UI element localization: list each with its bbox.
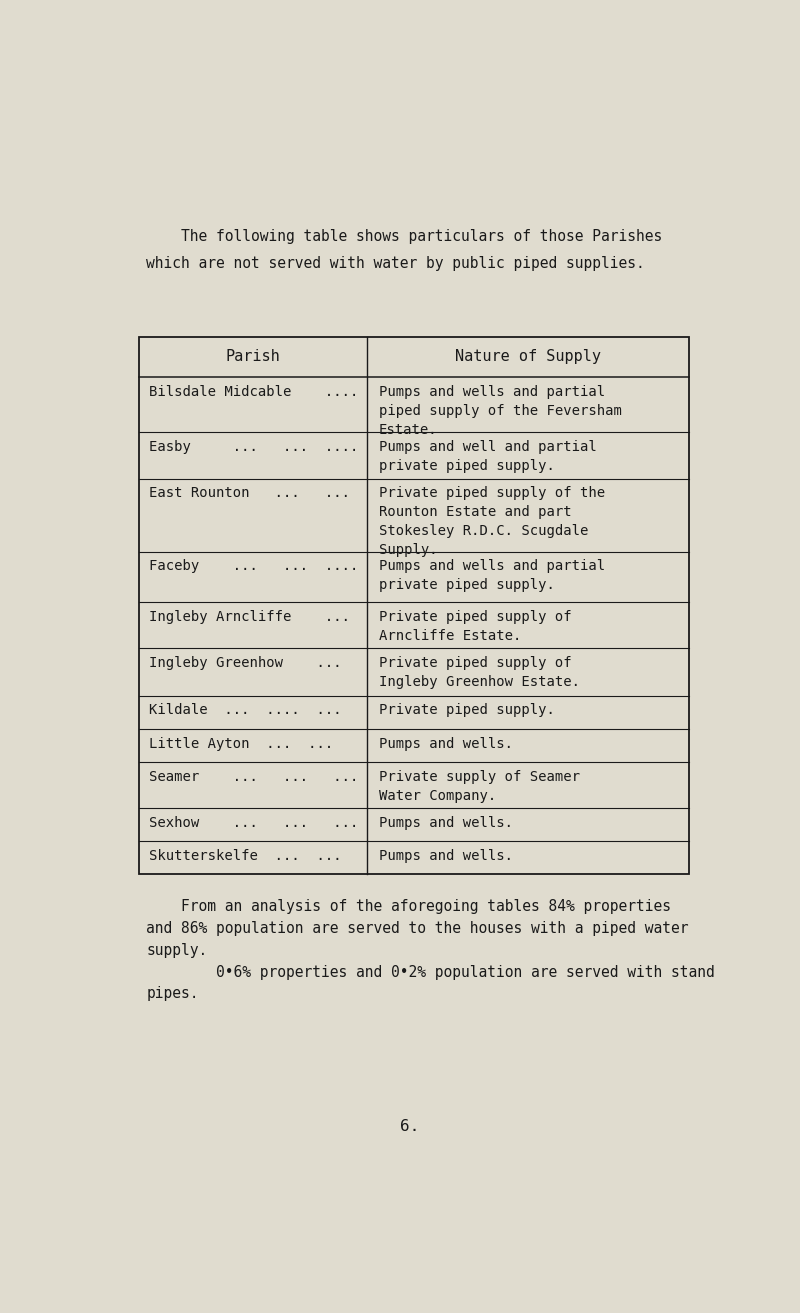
- Text: Sexhow    ...   ...   ...: Sexhow ... ... ...: [149, 815, 358, 830]
- Bar: [138, 337, 689, 874]
- Text: Faceby    ...   ...  ....: Faceby ... ... ....: [149, 559, 358, 574]
- Text: From an analysis of the aforegoing tables 84% properties: From an analysis of the aforegoing table…: [146, 899, 671, 914]
- Text: 0•6% properties and 0•2% population are served with stand: 0•6% properties and 0•2% population are …: [146, 965, 715, 979]
- Text: Private piped supply of
Ingleby Greenhow Estate.: Private piped supply of Ingleby Greenhow…: [378, 655, 580, 689]
- Text: Pumps and wells and partial
private piped supply.: Pumps and wells and partial private pipe…: [378, 559, 605, 592]
- Text: Little Ayton  ...  ...: Little Ayton ... ...: [149, 737, 333, 751]
- Text: which are not served with water by public piped supplies.: which are not served with water by publi…: [146, 256, 646, 270]
- Text: The following table shows particulars of those Parishes: The following table shows particulars of…: [146, 230, 662, 244]
- Text: Nature of Supply: Nature of Supply: [455, 349, 601, 365]
- Text: Private piped supply.: Private piped supply.: [378, 704, 554, 717]
- Text: 6.: 6.: [400, 1119, 420, 1133]
- Text: Bilsdale Midcable    ....: Bilsdale Midcable ....: [149, 385, 358, 399]
- Text: Kildale  ...  ....  ...: Kildale ... .... ...: [149, 704, 342, 717]
- Text: Pumps and well and partial
private piped supply.: Pumps and well and partial private piped…: [378, 440, 597, 473]
- Text: Ingleby Greenhow    ...: Ingleby Greenhow ...: [149, 655, 342, 670]
- Text: Pumps and wells.: Pumps and wells.: [378, 815, 513, 830]
- Text: Pumps and wells and partial
piped supply of the Feversham
Estate.: Pumps and wells and partial piped supply…: [378, 385, 622, 437]
- Text: East Rounton   ...   ...: East Rounton ... ...: [149, 486, 350, 500]
- Text: Private piped supply of
Arncliffe Estate.: Private piped supply of Arncliffe Estate…: [378, 609, 571, 642]
- Text: Ingleby Arncliffe    ...: Ingleby Arncliffe ...: [149, 609, 350, 624]
- Text: supply.: supply.: [146, 943, 208, 958]
- Text: Parish: Parish: [226, 349, 280, 365]
- Text: and 86% population are served to the houses with a piped water: and 86% population are served to the hou…: [146, 920, 689, 936]
- Text: Private supply of Seamer
Water Company.: Private supply of Seamer Water Company.: [378, 769, 580, 802]
- Text: Private piped supply of the
Rounton Estate and part
Stokesley R.D.C. Scugdale
Su: Private piped supply of the Rounton Esta…: [378, 486, 605, 557]
- Text: Pumps and wells.: Pumps and wells.: [378, 737, 513, 751]
- Text: pipes.: pipes.: [146, 986, 199, 1002]
- Text: Easby     ...   ...  ....: Easby ... ... ....: [149, 440, 358, 454]
- Text: Seamer    ...   ...   ...: Seamer ... ... ...: [149, 769, 358, 784]
- Text: Skutterskelfe  ...  ...: Skutterskelfe ... ...: [149, 850, 342, 863]
- Text: Pumps and wells.: Pumps and wells.: [378, 850, 513, 863]
